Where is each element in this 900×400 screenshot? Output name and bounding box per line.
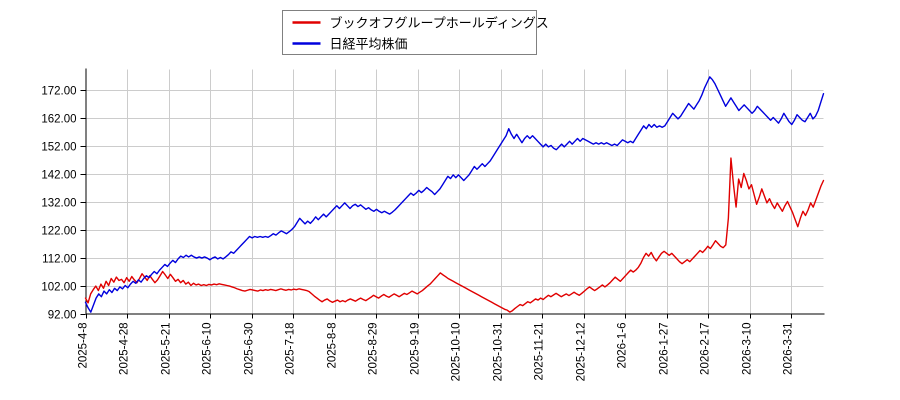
x-axis-tick-label: 2025-8-29	[368, 323, 380, 375]
y-axis-tick-label: 92.00	[48, 310, 77, 322]
grid-lines	[85, 69, 824, 314]
x-axis-tick-label: 2025-6-10	[202, 323, 214, 375]
y-axis-tick-label: 162.00	[41, 114, 76, 126]
x-axis-tick-label: 2025-10-10	[451, 323, 463, 382]
legend-label-nikkei[interactable]: 日経平均株価	[330, 37, 408, 52]
y-axis-tick-label: 152.00	[41, 142, 76, 154]
x-axis-tick-label: 2025-8-8	[327, 323, 339, 369]
x-axis-tick-label: 2026-1-27	[659, 323, 671, 375]
series-line-nikkei	[84, 76, 825, 313]
y-axis-tick-label: 102.00	[41, 282, 76, 294]
x-axis-tick-label: 2025-9-19	[410, 323, 422, 375]
x-axis-tick-label: 2025-4-8	[78, 323, 90, 369]
x-axis-tick-label: 2026-3-10	[742, 323, 754, 375]
x-axis-tick-label: 2026-2-17	[700, 323, 712, 375]
legend-box	[282, 10, 537, 55]
x-axis-tick-labels: 2025-4-8 2025-4-28 2025-5-21 2025-6-10 2025-…	[78, 323, 795, 382]
legend-label-bookoff[interactable]: ブックオフグループホールディングス	[330, 16, 549, 31]
x-axis-tick-label: 2025-4-28	[119, 323, 131, 375]
axes	[80, 68, 825, 319]
series-line-bookoff	[84, 157, 825, 313]
x-axis-tick-label: 2025-5-21	[161, 323, 173, 375]
y-axis-tick-label: 112.00	[42, 254, 76, 266]
y-axis-tick-label: 142.00	[41, 170, 76, 182]
y-axis-tick-labels: 172.00 162.00 152.00 142.00 132.00 122.00 112.…	[41, 86, 76, 322]
data-series	[84, 76, 825, 313]
y-axis-tick-label: 132.00	[41, 198, 76, 210]
x-axis-tick-label: 2025-7-18	[285, 323, 297, 375]
x-axis-tick-label: 2025-12-12	[576, 323, 588, 382]
x-axis-tick-label: 2025-10-31	[493, 323, 505, 382]
x-axis-tick-label: 2025-11-21	[534, 323, 546, 381]
x-axis-tick-label: 2026-3-31	[783, 323, 795, 375]
x-axis-tick-label: 2026-1-6	[617, 323, 629, 369]
x-axis-tick-label: 2025-6-30	[244, 323, 256, 375]
y-axis-tick-label: 122.00	[41, 226, 76, 238]
y-axis-tick-label: 172.00	[41, 86, 76, 98]
